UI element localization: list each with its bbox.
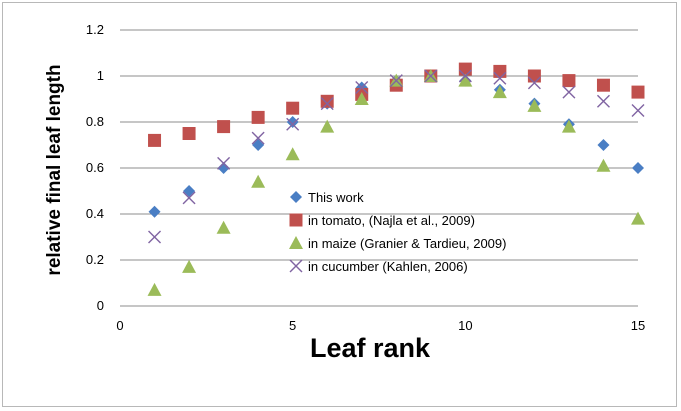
point-cucumber-6 bbox=[320, 97, 334, 111]
chart-frame bbox=[2, 2, 677, 407]
point-tomato-11 bbox=[493, 64, 507, 78]
point-maize-7 bbox=[354, 92, 369, 105]
point-maize-5 bbox=[285, 147, 300, 161]
point-maize-13 bbox=[561, 119, 576, 133]
data-points bbox=[147, 62, 645, 296]
y-tick-label-3: 0.6 bbox=[86, 160, 104, 175]
y-tick-label-2: 0.4 bbox=[86, 206, 104, 221]
point-this-work-5 bbox=[286, 116, 299, 128]
point-tomato-12 bbox=[527, 69, 541, 83]
point-maize-6 bbox=[320, 119, 335, 133]
point-tomato-15 bbox=[631, 85, 645, 99]
legend-marker-this-work bbox=[290, 191, 302, 203]
point-tomato-3 bbox=[217, 120, 231, 134]
point-maize-1 bbox=[147, 282, 162, 296]
point-this-work-15 bbox=[632, 162, 644, 174]
point-this-work-3 bbox=[217, 162, 230, 174]
x-tick-label-2: 10 bbox=[458, 318, 472, 333]
point-this-work-2 bbox=[183, 185, 196, 197]
point-maize-2 bbox=[182, 259, 197, 273]
point-maize-12 bbox=[527, 98, 542, 112]
legend: This work in tomato, (Najla et al., 2009)… bbox=[289, 190, 506, 274]
y-tick-label-6: 1.2 bbox=[86, 22, 104, 37]
point-tomato-1 bbox=[148, 133, 162, 147]
point-maize-14 bbox=[596, 158, 611, 172]
point-cucumber-14 bbox=[596, 94, 610, 108]
point-cucumber-3 bbox=[217, 156, 231, 170]
x-tick-label-1: 5 bbox=[289, 318, 296, 333]
point-cucumber-15 bbox=[631, 104, 645, 117]
point-cucumber-7 bbox=[355, 81, 369, 94]
point-cucumber-5 bbox=[286, 117, 300, 131]
legend-marker-cucumber bbox=[289, 259, 303, 273]
point-cucumber-9 bbox=[424, 69, 438, 83]
x-axis-title: Leaf rank bbox=[310, 333, 431, 363]
legend-marker-tomato bbox=[289, 213, 303, 227]
point-maize-3 bbox=[216, 220, 231, 234]
point-tomato-2 bbox=[182, 127, 196, 140]
point-maize-15 bbox=[631, 211, 645, 225]
point-tomato-5 bbox=[286, 101, 300, 115]
point-cucumber-2 bbox=[182, 191, 196, 205]
legend-label-cucumber: in cucumber (Kahlen, 2006) bbox=[308, 259, 468, 274]
y-tick-label-0: 0 bbox=[97, 298, 104, 313]
point-this-work-1 bbox=[148, 205, 161, 218]
y-tick-label-1: 0.2 bbox=[86, 252, 104, 267]
legend-label-maize: in maize (Granier & Tardieu, 2009) bbox=[308, 236, 506, 251]
point-cucumber-13 bbox=[562, 85, 576, 99]
legend-marker-maize bbox=[289, 236, 303, 249]
y-tick-label-5: 1 bbox=[97, 68, 104, 83]
point-this-work-4 bbox=[252, 139, 265, 151]
point-tomato-6 bbox=[320, 94, 334, 108]
point-maize-4 bbox=[251, 174, 266, 188]
x-tick-label-0: 0 bbox=[116, 318, 123, 333]
point-this-work-14 bbox=[597, 139, 610, 151]
y-tick-label-4: 0.8 bbox=[86, 114, 104, 129]
point-tomato-4 bbox=[251, 110, 265, 124]
point-cucumber-12 bbox=[527, 76, 541, 90]
legend-label-tomato: in tomato, (Najla et al., 2009) bbox=[308, 213, 475, 228]
point-tomato-13 bbox=[562, 74, 576, 88]
legend-label-this-work: This work bbox=[308, 190, 364, 205]
x-tick-labels: 0 5 10 15 bbox=[116, 318, 645, 333]
point-cucumber-8 bbox=[389, 74, 403, 88]
y-tick-labels: 0 0.2 0.4 0.6 0.8 1 1.2 bbox=[86, 22, 104, 313]
point-cucumber-11 bbox=[493, 71, 507, 85]
x-tick-label-3: 15 bbox=[631, 318, 645, 333]
point-tomato-14 bbox=[596, 78, 610, 92]
gridlines bbox=[120, 29, 638, 307]
point-cucumber-4 bbox=[251, 131, 265, 145]
point-cucumber-1 bbox=[148, 230, 162, 244]
y-axis-title: relative final leaf length bbox=[44, 64, 65, 275]
point-maize-10 bbox=[458, 73, 473, 87]
point-maize-11 bbox=[492, 85, 507, 99]
point-cucumber-10 bbox=[458, 69, 472, 83]
